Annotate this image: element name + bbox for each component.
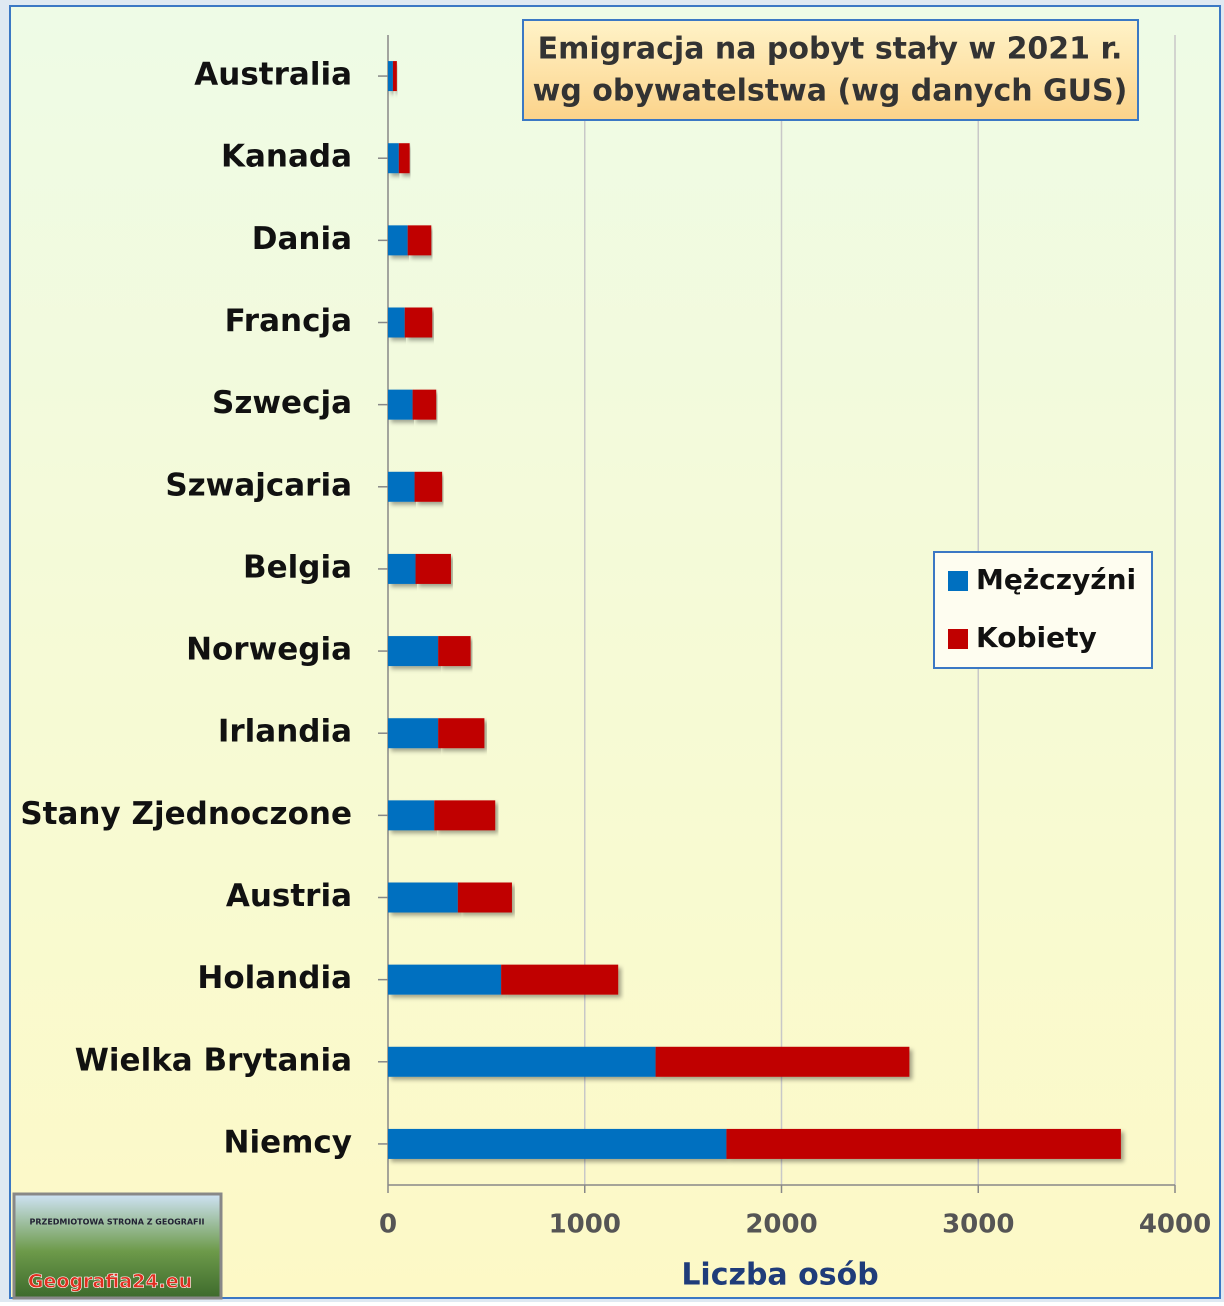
logo-text: Geografia24.eu [28, 1271, 192, 1293]
y-tick-label: Australia [194, 57, 352, 93]
bar-segment [388, 800, 435, 831]
title-box [522, 19, 1139, 121]
legend-box [933, 551, 1153, 669]
bar-segment [412, 389, 437, 420]
x-tick-label: 2000 [745, 1210, 817, 1240]
bar-segment [414, 471, 443, 502]
bar-segment [415, 553, 451, 584]
legend-label: Mężczyźni [976, 563, 1136, 596]
legend-swatch [948, 571, 968, 591]
bar-segment [726, 1128, 1121, 1159]
chart-title: Emigracja na pobyt stały w 2021 r. [538, 32, 1123, 67]
bar-segment [501, 964, 619, 995]
bar-segment [388, 307, 405, 338]
y-tick-label: Austria [226, 878, 352, 914]
y-tick-label: Irlandia [218, 714, 352, 750]
legend-swatch [948, 629, 968, 649]
bar-segment [388, 964, 502, 995]
x-tick-label: 1000 [549, 1210, 621, 1240]
y-tick-label: Wielka Brytania [75, 1042, 352, 1078]
x-tick-label: 0 [379, 1210, 397, 1240]
bar-segment [457, 882, 512, 913]
bar-segment [404, 307, 433, 338]
logo-image [12, 1192, 223, 1300]
chart-title: wg obywatelstwa (wg danych GUS) [533, 74, 1128, 109]
y-tick-label: Belgia [243, 549, 352, 585]
bar-segment [438, 636, 471, 667]
bar-segment [388, 553, 416, 584]
bar-segment [434, 800, 496, 831]
bar-segment [388, 389, 413, 420]
bar-segment [388, 143, 399, 174]
bar-segment [655, 1046, 910, 1077]
bar-segment [407, 225, 432, 256]
y-tick-label: Niemcy [224, 1124, 352, 1160]
y-tick-label: Francja [225, 303, 352, 339]
plot [378, 35, 1176, 1193]
bar-segment [392, 61, 397, 92]
logo-text: PRZEDMIOTOWA STRONA Z GEOGRAFII [30, 1218, 205, 1227]
x-tick-label: 3000 [942, 1210, 1014, 1240]
bar-segment [388, 636, 439, 667]
y-tick-label: Kanada [221, 139, 352, 175]
bar-segment [388, 471, 415, 502]
y-tick-label: Szwecja [212, 385, 352, 421]
bar-segment [398, 143, 410, 174]
y-tick-label: Dania [252, 221, 352, 257]
bar-segment [388, 1046, 656, 1077]
bar-segment [388, 225, 408, 256]
bar-segment [388, 882, 458, 913]
bar-segment [438, 718, 485, 749]
x-axis-label: Liczba osób [681, 1258, 878, 1293]
bar-segment [388, 718, 439, 749]
bar-segment [388, 1128, 727, 1159]
y-tick-label: Stany Zjednoczone [20, 796, 352, 832]
legend-label: Kobiety [976, 621, 1097, 654]
y-tick-label: Szwajcaria [165, 467, 352, 503]
bar-segment [388, 61, 393, 92]
y-tick-label: Holandia [197, 960, 352, 996]
logo: PRZEDMIOTOWA STRONA Z GEOGRAFII Geografi… [12, 1192, 223, 1300]
x-tick-label: 4000 [1139, 1210, 1211, 1240]
y-tick-label: Norwegia [186, 632, 352, 668]
